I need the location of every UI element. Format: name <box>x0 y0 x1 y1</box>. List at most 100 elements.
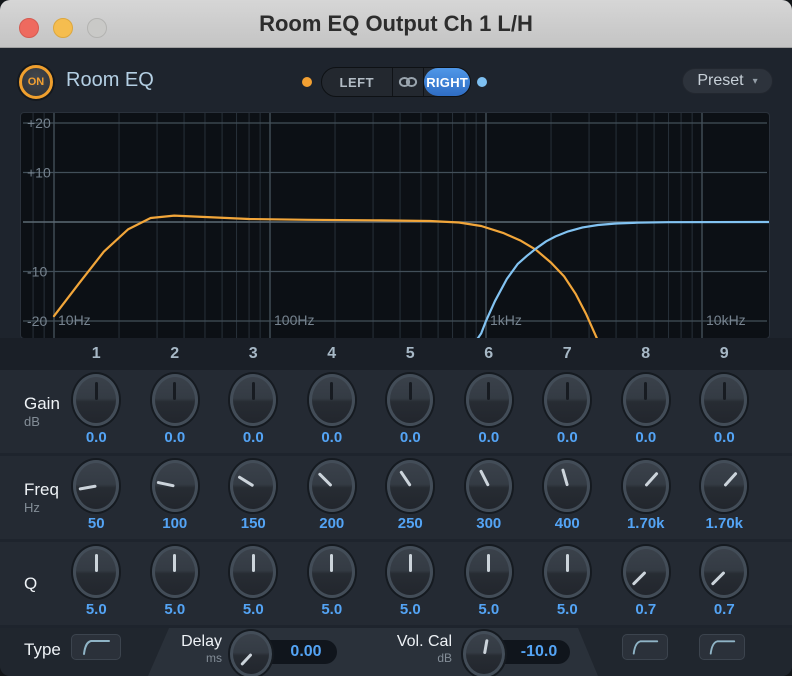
q-value-4[interactable]: 5.0 <box>321 601 343 618</box>
type-button-ch1[interactable] <box>71 634 121 660</box>
channel-number-1: 1 <box>91 345 101 362</box>
freq-knob-4[interactable] <box>308 460 355 512</box>
q-knob-5[interactable] <box>387 546 434 598</box>
freq-value-7[interactable]: 400 <box>554 515 580 532</box>
q-value-2[interactable]: 5.0 <box>164 601 186 618</box>
gain-value-3[interactable]: 0.0 <box>242 429 264 446</box>
q-knob-1[interactable] <box>73 546 120 598</box>
gain-value-2[interactable]: 0.0 <box>164 429 186 446</box>
gain-value-8[interactable]: 0.0 <box>635 429 657 446</box>
q-value-8[interactable]: 0.7 <box>635 601 657 618</box>
freq-knob-6[interactable] <box>465 460 512 512</box>
type-button-ch8[interactable] <box>622 634 668 660</box>
gain-value-7[interactable]: 0.0 <box>556 429 578 446</box>
freq-knob-7[interactable] <box>544 460 591 512</box>
type-row: Type Delay ms 0.00 Vol. Cal dB -10.0 <box>0 628 792 676</box>
gain-knob-8[interactable] <box>622 374 669 426</box>
freq-cell-3: 150 <box>214 456 293 539</box>
volcal-knob[interactable] <box>463 631 505 676</box>
freq-cell-2: 100 <box>136 456 215 539</box>
close-button[interactable] <box>19 18 39 38</box>
left_channel-curve <box>52 214 598 338</box>
freq-value-5[interactable]: 250 <box>397 515 423 532</box>
channel-number-4: 4 <box>327 345 337 362</box>
axis-tick-label: 10kHz <box>706 312 746 328</box>
gain-value-4[interactable]: 0.0 <box>321 429 343 446</box>
divider <box>423 68 425 96</box>
q-value-5[interactable]: 5.0 <box>399 601 421 618</box>
preset-label: Preset <box>697 72 744 89</box>
freq-value-8[interactable]: 1.70k <box>626 515 665 532</box>
gain-cell-5: 0.0 <box>371 370 450 453</box>
q-value-1[interactable]: 5.0 <box>85 601 107 618</box>
left-channel-indicator-dot <box>302 77 312 87</box>
freq-cell-5: 250 <box>371 456 450 539</box>
delay-knob[interactable] <box>230 631 272 676</box>
zoom-button[interactable] <box>87 18 107 38</box>
freq-value-4[interactable]: 200 <box>319 515 345 532</box>
gain-knob-2[interactable] <box>151 374 198 426</box>
freq-value-3[interactable]: 150 <box>240 515 266 532</box>
gain-value-9[interactable]: 0.0 <box>713 429 735 446</box>
freq-unit: Hz <box>24 499 40 515</box>
q-value-3[interactable]: 5.0 <box>242 601 264 618</box>
freq-value-2[interactable]: 100 <box>162 515 188 532</box>
freq-value-1[interactable]: 50 <box>87 515 105 532</box>
gain-knob-9[interactable] <box>701 374 748 426</box>
freq-knob-5[interactable] <box>387 460 434 512</box>
freq-knob-3[interactable] <box>230 460 277 512</box>
gain-value-1[interactable]: 0.0 <box>85 429 107 446</box>
gain-unit: dB <box>24 413 40 429</box>
q-knob-4[interactable] <box>308 546 355 598</box>
gain-cell-2: 0.0 <box>136 370 215 453</box>
right-channel-button[interactable]: RIGHT <box>424 68 471 96</box>
freq-knob-9[interactable] <box>701 460 748 512</box>
gain-knob-4[interactable] <box>308 374 355 426</box>
gain-cell-4: 0.0 <box>293 370 372 453</box>
freq-knob-1[interactable] <box>73 460 120 512</box>
channel-toggle: LEFT RIGHT <box>321 67 471 97</box>
q-knob-9[interactable] <box>701 546 748 598</box>
q-knob-7[interactable] <box>544 546 591 598</box>
volcal-value[interactable]: -10.0 <box>520 643 558 660</box>
freq-knob-2[interactable] <box>151 460 198 512</box>
freq-row-label: Freq Hz <box>0 456 59 539</box>
gain-knob-5[interactable] <box>387 374 434 426</box>
left-channel-button[interactable]: LEFT <box>322 68 392 96</box>
preset-button[interactable]: Preset ▾ <box>682 68 773 94</box>
freq-value-6[interactable]: 300 <box>476 515 502 532</box>
gain-value-5[interactable]: 0.0 <box>399 429 421 446</box>
axis-tick-label: -20 <box>27 313 47 329</box>
q-value-6[interactable]: 5.0 <box>478 601 500 618</box>
row-gain: Gain dB 0.0 0.0 0.0 0.0 0.0 0.0 0.0 0.0 0.0 <box>0 370 792 453</box>
delay-value[interactable]: 0.00 <box>290 643 322 660</box>
q-knob-3[interactable] <box>230 546 277 598</box>
gain-cell-3: 0.0 <box>214 370 293 453</box>
freq-label: Freq <box>24 479 59 499</box>
q-knob-2[interactable] <box>151 546 198 598</box>
q-value-9[interactable]: 0.7 <box>713 601 735 618</box>
type-button-ch9[interactable] <box>699 634 745 660</box>
freq-cell-7: 400 <box>528 456 607 539</box>
freq-knob-8[interactable] <box>622 460 669 512</box>
q-cell-8: 0.7 <box>607 542 686 625</box>
q-value-7[interactable]: 5.0 <box>556 601 578 618</box>
q-cell-7: 5.0 <box>528 542 607 625</box>
gain-knob-1[interactable] <box>73 374 120 426</box>
gain-value-6[interactable]: 0.0 <box>478 429 500 446</box>
gain-row-label: Gain dB <box>0 370 60 453</box>
freq-value-9[interactable]: 1.70k <box>705 515 744 532</box>
gain-knob-6[interactable] <box>465 374 512 426</box>
power-button[interactable]: ON <box>17 63 55 101</box>
titlebar: Room EQ Output Ch 1 L/H <box>0 0 792 48</box>
minimize-button[interactable] <box>53 18 73 38</box>
q-knob-6[interactable] <box>465 546 512 598</box>
gain-knob-7[interactable] <box>544 374 591 426</box>
plugin-name: Room EQ <box>66 69 154 91</box>
q-knob-8[interactable] <box>622 546 669 598</box>
gain-knob-3[interactable] <box>230 374 277 426</box>
channel-number-2: 2 <box>170 345 180 362</box>
q-cell-5: 5.0 <box>371 542 450 625</box>
link-channels-button[interactable] <box>393 68 424 96</box>
freq-cell-6: 300 <box>450 456 529 539</box>
